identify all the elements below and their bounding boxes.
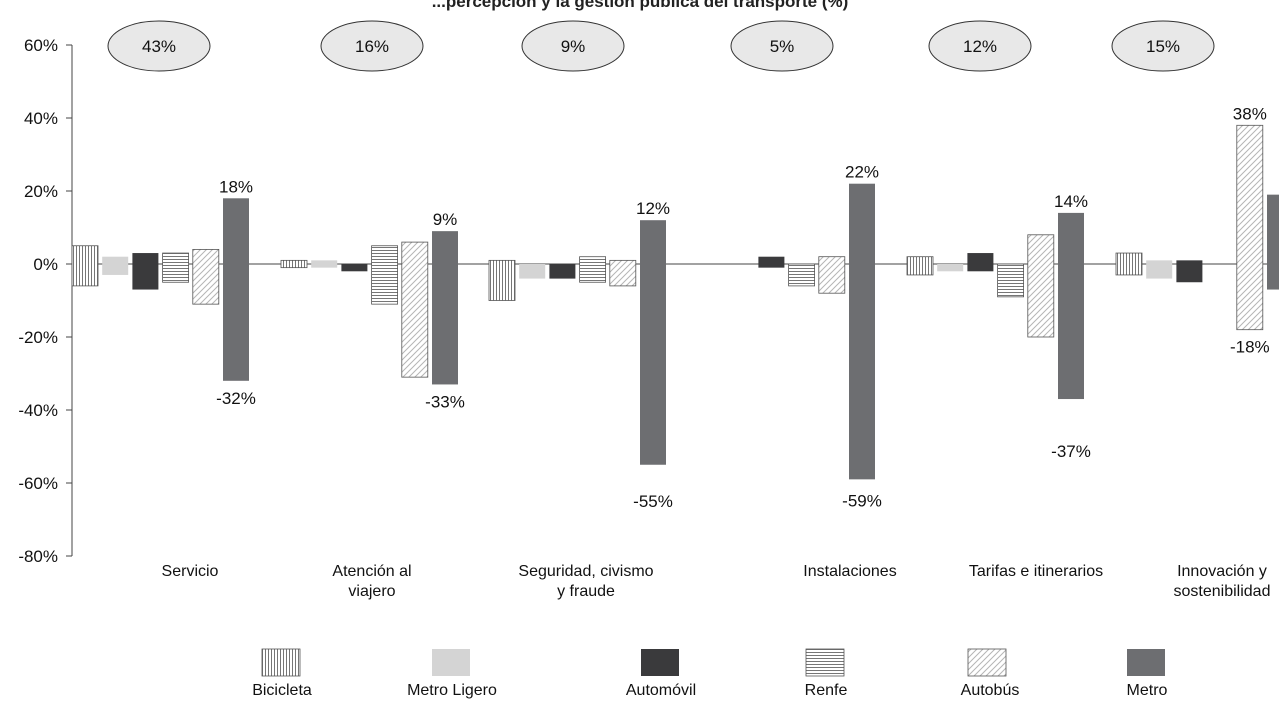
y-axis-ticks: 60% 40% 20% 0% -20% -40% -60% -80% — [18, 36, 72, 566]
bar-autob-s — [609, 259, 637, 287]
category-label: Tarifas e itinerarios — [969, 563, 1103, 580]
bar-metro — [849, 183, 875, 480]
bar-metro — [223, 198, 249, 381]
data-label: 38% — [1233, 104, 1267, 123]
weight-value: 12% — [963, 37, 997, 56]
legend-swatch — [967, 648, 1007, 677]
legend-swatch — [1127, 649, 1165, 676]
bar-metro-ligero — [102, 256, 129, 275]
data-labels: 18% -32% 9% -33% 12% -55% 22% -59% 14% -37% 38% -18… — [216, 104, 1269, 510]
weight-value: 16% — [355, 37, 389, 56]
legend-swatch — [805, 648, 845, 677]
bar-autob-s — [818, 256, 846, 294]
data-label: -32% — [216, 389, 256, 408]
y-tick-label: 0% — [33, 255, 58, 274]
data-label: -33% — [425, 392, 465, 411]
legend: Bicicleta Metro Ligero Automóvil Renfe Autob… — [252, 648, 1168, 699]
weight-oval — [521, 20, 625, 72]
weight-oval — [730, 20, 834, 72]
bar-bicicleta — [71, 245, 99, 287]
bar-metro-ligero — [311, 260, 338, 268]
bar-renfe — [162, 252, 190, 283]
bar-metro — [1267, 194, 1279, 290]
data-label: -59% — [842, 491, 882, 510]
bar-renfe — [579, 256, 606, 283]
bar-metro — [1058, 212, 1084, 400]
category-label: sostenibilidad — [1174, 583, 1271, 600]
weight-oval — [928, 20, 1032, 72]
legend-label: Metro — [1127, 682, 1168, 699]
data-label: -37% — [1051, 442, 1091, 461]
legend-label: Automóvil — [626, 682, 696, 699]
bar-renfe — [997, 263, 1024, 298]
category-label: viajero — [348, 583, 395, 600]
y-tick-label: -80% — [18, 547, 58, 566]
bar-bicicleta — [1115, 252, 1143, 276]
bar-autob-s — [1027, 234, 1055, 338]
category-label: y fraude — [557, 583, 615, 600]
legend-label: Autobús — [961, 682, 1020, 699]
bars — [71, 124, 1279, 480]
y-tick-label: -20% — [18, 328, 58, 347]
category-label: Innovación y — [1177, 563, 1267, 580]
weight-oval — [107, 20, 211, 72]
y-tick-label: -60% — [18, 474, 58, 493]
data-label: 12% — [636, 199, 670, 218]
data-label: 9% — [433, 210, 458, 229]
bar-bicicleta — [906, 256, 934, 276]
bar-renfe — [371, 245, 399, 305]
legend-swatch — [261, 648, 301, 677]
weight-value: 5% — [770, 37, 795, 56]
chart-title: ...percepción y la gestión pública del t… — [432, 0, 849, 11]
weight-value: 9% — [561, 37, 586, 56]
legend-swatch — [641, 649, 679, 676]
legend-swatch — [432, 649, 470, 676]
category-label: Servicio — [162, 563, 219, 580]
data-label: 14% — [1054, 192, 1088, 211]
bar-autob-s — [1236, 124, 1264, 331]
bar-autob-s — [401, 241, 429, 378]
weight-ovals: 43% 16% 9% 5% 12% 15% — [107, 20, 1215, 72]
weight-value: 15% — [1146, 37, 1180, 56]
bar-metro-ligero — [519, 264, 546, 279]
data-label: -18% — [1230, 338, 1270, 357]
y-tick-label: 20% — [24, 182, 58, 201]
bar-bicicleta — [488, 259, 516, 301]
y-tick-label: 60% — [24, 36, 58, 55]
y-tick-label: -40% — [18, 401, 58, 420]
category-labels: Servicio Atención al viajero Seguridad, civ… — [162, 563, 1271, 600]
bar-autom-vil — [132, 253, 159, 290]
weight-oval — [320, 20, 424, 72]
bar-autom-vil — [967, 253, 994, 272]
data-label: -55% — [633, 492, 673, 511]
bar-bicicleta — [280, 259, 308, 269]
weight-value: 43% — [142, 37, 176, 56]
data-label: 22% — [845, 163, 879, 182]
legend-label: Renfe — [805, 682, 848, 699]
legend-label: Bicicleta — [252, 682, 312, 699]
bar-autom-vil — [758, 256, 785, 268]
category-label: Seguridad, civismo — [518, 563, 653, 580]
category-label: Instalaciones — [803, 563, 896, 580]
bar-autom-vil — [1176, 260, 1203, 283]
bar-metro-ligero — [1146, 260, 1173, 279]
weight-oval — [1111, 20, 1215, 72]
bar-autob-s — [192, 248, 220, 305]
bar-metro-ligero — [937, 264, 964, 272]
bar-renfe — [788, 263, 815, 287]
bar-autom-vil — [341, 264, 368, 272]
category-label: Atención al — [332, 563, 411, 580]
data-label: 18% — [219, 177, 253, 196]
bar-metro — [640, 220, 666, 465]
legend-label: Metro Ligero — [407, 682, 497, 699]
y-tick-label: 40% — [24, 109, 58, 128]
bar-metro — [432, 231, 458, 385]
bar-autom-vil — [549, 264, 576, 279]
